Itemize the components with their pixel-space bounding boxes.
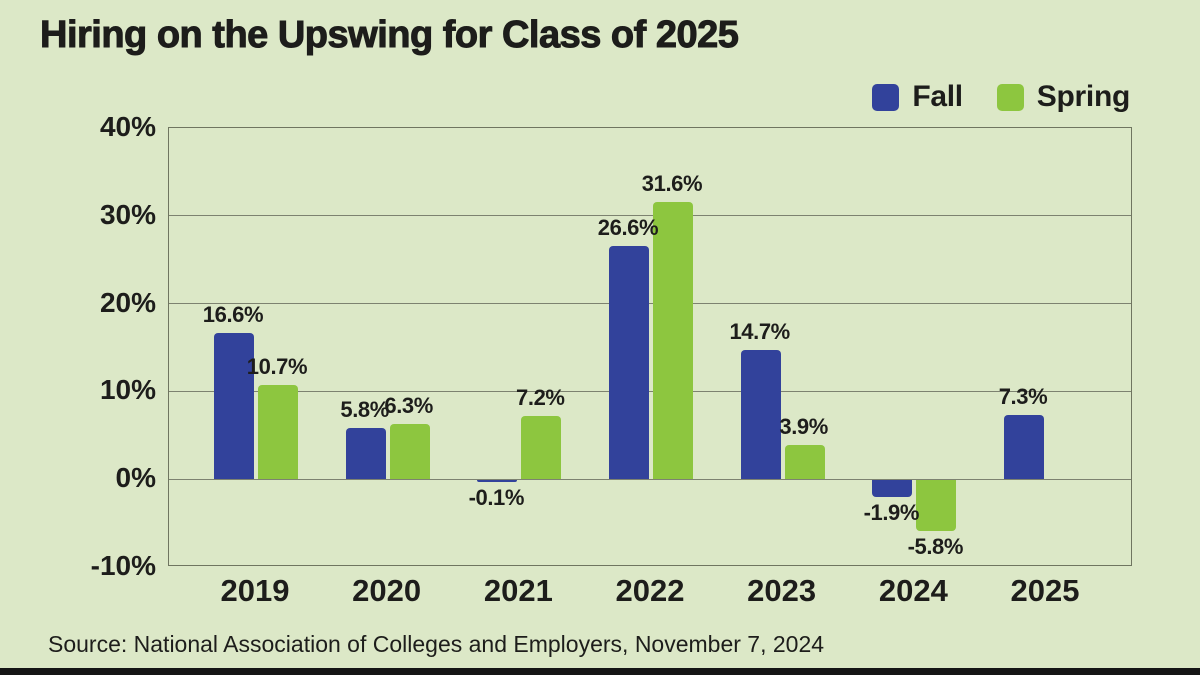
value-label-spring-2024: -5.8% (907, 534, 964, 560)
legend-item-fall: Fall (872, 80, 963, 114)
value-label-fall-2022: 26.6% (597, 214, 659, 240)
spring-legend-swatch-icon (996, 83, 1024, 111)
value-label-fall-2023: 14.7% (729, 319, 790, 345)
gridline-10 (169, 390, 1131, 392)
gridline-30 (169, 215, 1131, 217)
legend: Fall Spring (872, 80, 1130, 114)
source-note: Source: National Association of Colleges… (48, 631, 825, 657)
y-tick-label-0: 0% (115, 462, 156, 494)
value-label-fall-2021: -0.1% (468, 485, 525, 511)
bar-fall-2024 (872, 480, 913, 497)
value-label-fall-2024: -1.9% (863, 499, 920, 525)
gridline-20 (169, 303, 1131, 305)
gridline-0 (169, 478, 1131, 480)
bar-spring-2023 (784, 444, 825, 480)
spring-legend-label: Spring (1036, 80, 1131, 113)
value-label-spring-2019: 10.7% (246, 354, 308, 380)
bar-spring-2020 (389, 423, 430, 480)
bar-fall-2025 (1004, 415, 1044, 480)
y-tick-label-30: 30% (99, 198, 156, 230)
bar-fall-2022 (609, 245, 649, 480)
x-tick-label-2025: 2025 (1010, 573, 1080, 608)
y-tick-label-40: 40% (99, 111, 156, 142)
value-label-spring-2020: 6.3% (384, 392, 433, 418)
chart-title: Hiring on the Upswing for Class of 2025 (39, 14, 739, 57)
fall-legend-swatch-icon (872, 83, 900, 111)
y-tick-label-20: 20% (99, 286, 156, 318)
bar-spring-2021 (521, 415, 562, 480)
bottom-bar (0, 668, 1200, 675)
y-tick-label-10: 10% (99, 374, 156, 406)
bar-fall-2019 (214, 333, 254, 480)
x-tick-label-2020: 2020 (352, 573, 422, 608)
x-tick-label-2019: 2019 (220, 573, 290, 608)
bar-fall-2023 (740, 350, 781, 480)
bar-spring-2022 (653, 201, 693, 480)
x-tick-label-2023: 2023 (747, 573, 817, 608)
legend-item-spring: Spring (996, 80, 1131, 114)
x-tick-label-2024: 2024 (878, 573, 948, 608)
value-label-fall-2019: 16.6% (202, 302, 264, 328)
bar-spring-2019 (258, 385, 298, 480)
x-tick-label-2022: 2022 (615, 573, 685, 608)
value-label-fall-2020: 5.8% (340, 397, 389, 423)
value-label-spring-2021: 7.2% (516, 384, 565, 410)
value-label-spring-2023: 3.9% (779, 413, 828, 439)
y-tick-label--10: -10% (90, 550, 156, 581)
bar-fall-2021 (477, 480, 518, 483)
bar-fall-2020 (345, 428, 386, 480)
value-label-spring-2022: 31.6% (641, 170, 703, 196)
x-tick-label-2021: 2021 (483, 573, 553, 608)
bar-spring-2024 (916, 480, 957, 532)
bar-chart-plot-area (168, 127, 1132, 566)
fall-legend-label: Fall (912, 80, 963, 113)
value-label-fall-2025: 7.3% (998, 384, 1048, 410)
